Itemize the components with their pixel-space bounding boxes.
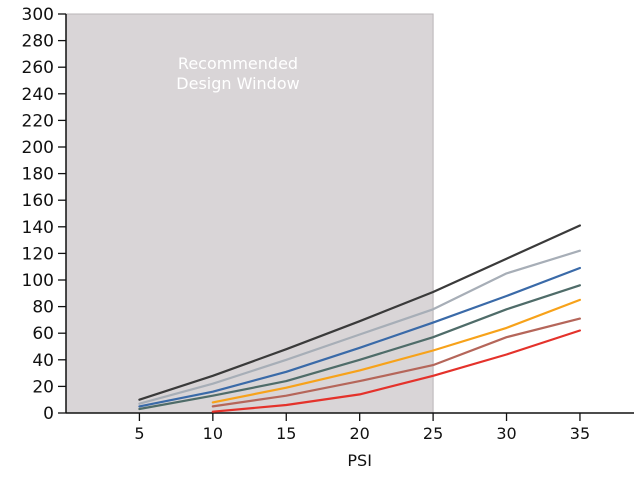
series-line-1: [138, 224, 582, 401]
y-tick-label: 180: [22, 165, 54, 185]
y-tick-label: 280: [22, 32, 54, 52]
x-tick-label: 10: [203, 424, 223, 443]
design-window-label: Recommended Design Window: [176, 54, 299, 93]
y-tick-label: 100: [22, 271, 54, 291]
x-tick-label: 15: [276, 424, 296, 443]
x-tick-label: 25: [423, 424, 443, 443]
y-tick-label: 140: [22, 218, 54, 238]
axes: 0 20 40 60 80 100 120 140 160 180 200 220 240 260 280 3…: [22, 5, 634, 470]
y-tick-label: 80: [32, 298, 54, 318]
design-window-label-line1: Recommended: [178, 54, 298, 73]
series-line-3: [138, 266, 582, 408]
design-window-label-line2: Design Window: [176, 74, 299, 93]
y-tick-label: 40: [32, 351, 54, 371]
y-tick-label: 240: [22, 85, 54, 105]
shaded-region-layer: [65, 13, 434, 414]
y-tick-label: 120: [22, 244, 54, 264]
series-line-6: [211, 317, 582, 408]
y-tick-label: 260: [22, 58, 54, 78]
series-line-2: [138, 249, 582, 405]
x-tick-label: 20: [350, 424, 370, 443]
labels-layer: Recommended Design Window: [176, 54, 299, 93]
y-tick-label: 220: [22, 111, 54, 131]
x-tick-label: 35: [570, 424, 590, 443]
y-tick-label: 300: [22, 5, 54, 25]
y-tick-label: 160: [22, 191, 54, 211]
series-line-7: [211, 329, 582, 413]
series-layer: [138, 224, 582, 413]
y-tick-label: 200: [22, 138, 54, 158]
x-tick-label: 5: [134, 424, 144, 443]
y-tick-label: 20: [32, 377, 54, 397]
series-line-4: [138, 284, 582, 411]
x-tick-label: 30: [496, 424, 516, 443]
y-tick-label: 0: [43, 404, 54, 424]
y-tick-label: 60: [32, 324, 54, 344]
series-line-5: [211, 298, 582, 404]
x-axis-label: PSI: [347, 451, 372, 470]
recommended-design-window-region: [65, 13, 434, 414]
